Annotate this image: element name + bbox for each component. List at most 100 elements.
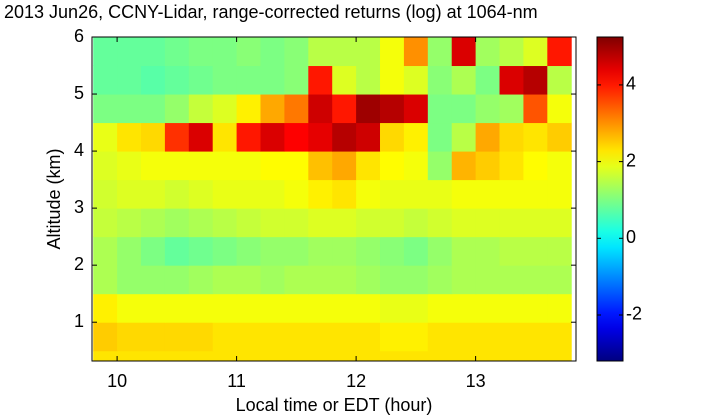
heatmap <box>93 37 572 361</box>
heatmap-cell <box>188 94 214 124</box>
heatmap-cell <box>260 65 285 95</box>
heatmap-cell <box>93 293 118 323</box>
heatmap-cell <box>403 65 429 95</box>
heatmap-cell <box>499 208 524 238</box>
heatmap-cell <box>451 208 477 238</box>
heatmap-cell <box>308 208 333 238</box>
heatmap-cell <box>212 94 238 124</box>
heatmap-cell <box>403 151 429 181</box>
heatmap-cell <box>284 350 309 361</box>
heatmap-cell <box>332 293 357 323</box>
heatmap-cell <box>164 293 190 323</box>
colorbar-tick-label: -2 <box>626 304 642 324</box>
heatmap-cell <box>499 37 524 67</box>
heatmap-cell <box>356 208 381 238</box>
heatmap-cell <box>499 236 524 266</box>
heatmap-cell <box>260 208 285 238</box>
heatmap-cell <box>236 208 262 238</box>
heatmap-cell <box>164 236 190 266</box>
heatmap-cell <box>523 94 548 124</box>
heatmap-cell <box>236 65 262 95</box>
axes <box>91 36 577 362</box>
heatmap-cell <box>212 65 238 95</box>
heatmap-cell <box>427 94 453 124</box>
heatmap-cell <box>212 37 238 67</box>
heatmap-cell <box>499 293 524 323</box>
heatmap-cell <box>93 94 118 124</box>
heatmap-cell <box>427 350 453 361</box>
heatmap-cell <box>164 94 190 124</box>
heatmap-cell <box>236 265 262 295</box>
x-tick-label: 13 <box>466 371 486 391</box>
heatmap-cell <box>475 151 501 181</box>
heatmap-cell <box>475 94 501 124</box>
heatmap-cell <box>403 350 429 361</box>
heatmap-cell <box>117 208 142 238</box>
heatmap-cell <box>117 236 142 266</box>
heatmap-cell <box>451 179 477 209</box>
heatmap-cell <box>188 350 214 361</box>
heatmap-cell <box>547 151 572 181</box>
heatmap-cell <box>308 179 333 209</box>
heatmap-cell <box>188 265 214 295</box>
heatmap-cell <box>380 151 405 181</box>
heatmap-cell <box>284 179 309 209</box>
y-tick-label: 3 <box>74 197 84 217</box>
heatmap-cell <box>380 322 405 352</box>
heatmap-cell <box>93 179 118 209</box>
heatmap-cell <box>356 179 381 209</box>
heatmap-cell <box>188 122 214 152</box>
heatmap-cell <box>332 208 357 238</box>
heatmap-cell <box>475 322 501 352</box>
heatmap-cell <box>212 265 238 295</box>
heatmap-cell <box>140 322 166 352</box>
heatmap-cell <box>547 122 572 152</box>
heatmap-cell <box>356 151 381 181</box>
heatmap-cell <box>332 94 357 124</box>
heatmap-cell <box>188 37 214 67</box>
heatmap-cell <box>284 37 309 67</box>
heatmap-cell <box>427 179 453 209</box>
heatmap-cell <box>284 65 309 95</box>
heatmap-cell <box>93 122 118 152</box>
x-tick-label: 12 <box>346 371 366 391</box>
heatmap-cell <box>164 208 190 238</box>
heatmap-cell <box>332 151 357 181</box>
heatmap-cell <box>403 179 429 209</box>
heatmap-cell <box>380 265 405 295</box>
heatmap-cell <box>260 350 285 361</box>
heatmap-cell <box>380 179 405 209</box>
heatmap-cell <box>140 236 166 266</box>
heatmap-cell <box>188 179 214 209</box>
heatmap-cell <box>212 322 238 352</box>
heatmap-cell <box>284 151 309 181</box>
heatmap-cell <box>260 151 285 181</box>
heatmap-cell <box>356 350 381 361</box>
heatmap-cell <box>212 236 238 266</box>
heatmap-cell <box>475 179 501 209</box>
heatmap-cell <box>236 236 262 266</box>
heatmap-cell <box>523 236 548 266</box>
heatmap-cell <box>117 293 142 323</box>
heatmap-cell <box>427 236 453 266</box>
heatmap-cell <box>260 322 285 352</box>
heatmap-cell <box>236 179 262 209</box>
heatmap-cell <box>236 122 262 152</box>
colorbar-tick-label: 2 <box>626 150 636 170</box>
heatmap-cell <box>547 37 572 67</box>
heatmap-cell <box>403 122 429 152</box>
heatmap-cell <box>523 179 548 209</box>
heatmap-cell <box>523 65 548 95</box>
y-tick-label: 2 <box>74 254 84 274</box>
heatmap-cell <box>356 94 381 124</box>
heatmap-cell <box>380 37 405 67</box>
heatmap-cell <box>547 65 572 95</box>
heatmap-cell <box>140 151 166 181</box>
heatmap-cell <box>188 322 214 352</box>
heatmap-cell <box>308 293 333 323</box>
heatmap-cell <box>451 94 477 124</box>
heatmap-cell <box>451 265 477 295</box>
heatmap-cell <box>403 322 429 352</box>
heatmap-cell <box>164 322 190 352</box>
